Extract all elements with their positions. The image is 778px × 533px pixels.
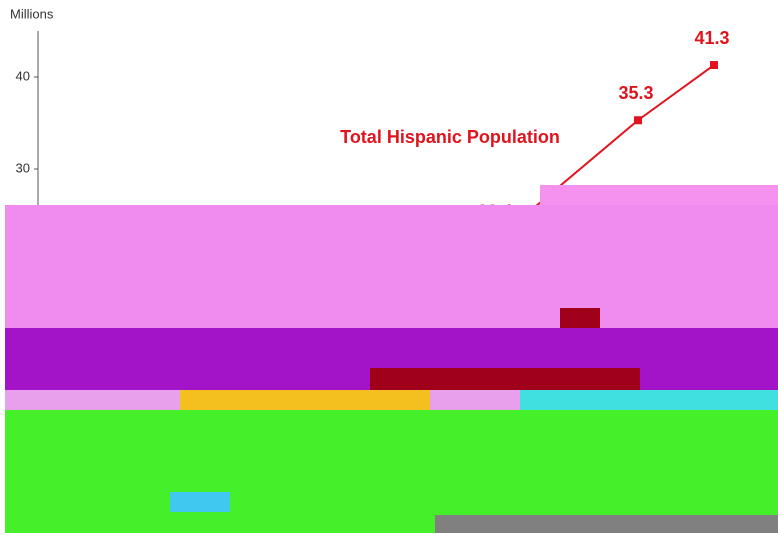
data-label: 41.3: [694, 28, 729, 48]
point: [710, 61, 718, 70]
series-label: Total Hispanic Population: [340, 127, 560, 147]
data-label: 35.3: [618, 83, 653, 103]
y-tick-label: 40: [16, 68, 30, 83]
y-axis-label: Millions: [10, 6, 54, 21]
point: [634, 116, 642, 125]
overlay: [5, 185, 778, 533]
y-tick-label: 30: [16, 160, 30, 175]
